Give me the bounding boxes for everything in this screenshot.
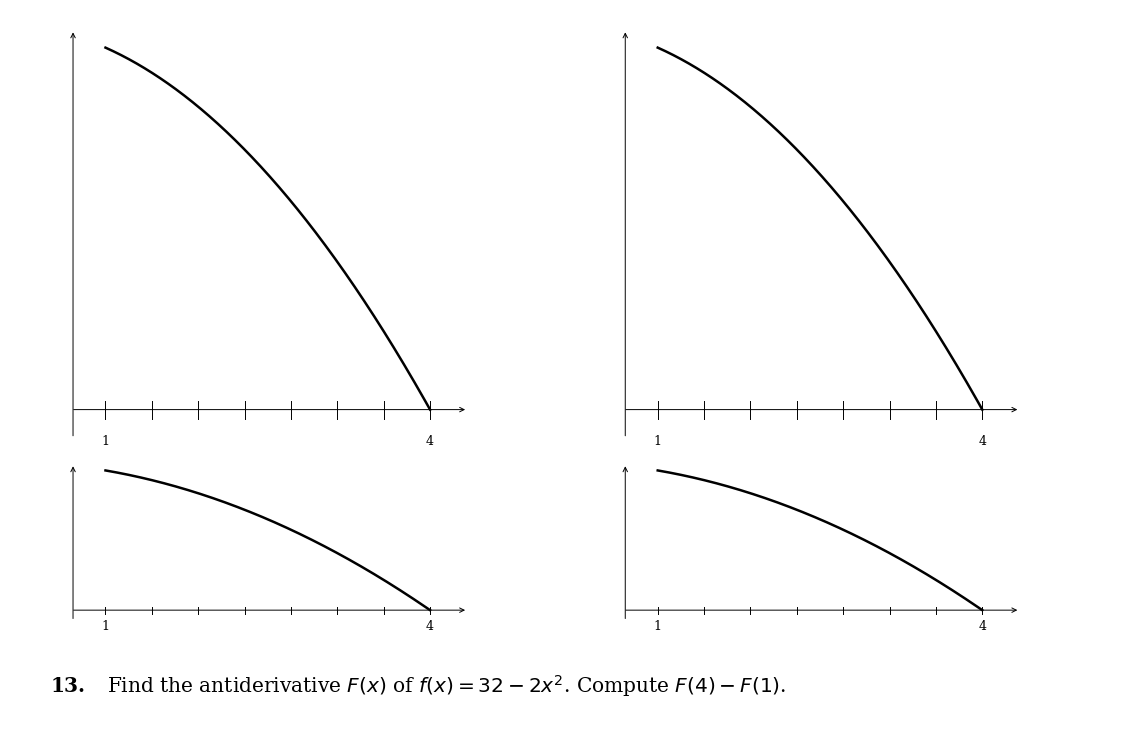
Text: 4: 4	[426, 435, 434, 448]
Text: 4: 4	[978, 435, 986, 448]
Text: 1: 1	[654, 435, 662, 448]
Text: 4: 4	[978, 620, 986, 633]
Text: 1: 1	[101, 435, 109, 448]
Text: Find the antiderivative $F(x)$ of $f(x) = 32 - 2x^2$. Compute $F(4) - F(1)$.: Find the antiderivative $F(x)$ of $f(x) …	[107, 673, 787, 698]
Text: 1: 1	[654, 620, 662, 633]
Text: 4: 4	[426, 620, 434, 633]
Text: 13.: 13.	[51, 676, 86, 695]
Text: 1: 1	[101, 620, 109, 633]
